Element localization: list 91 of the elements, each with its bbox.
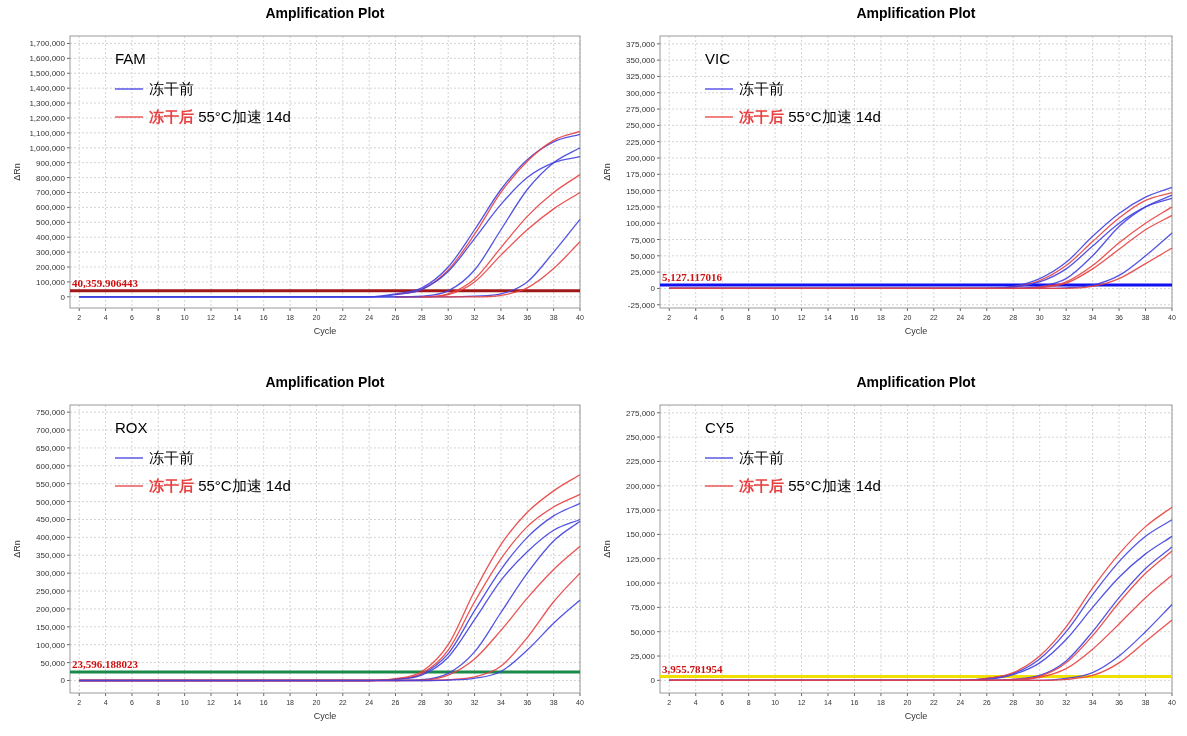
y-tick-label: 25,000	[630, 652, 656, 662]
y-tick-label: 1,200,000	[29, 113, 66, 123]
y-tick-label: 750,000	[36, 408, 66, 418]
y-tick-label: 1,500,000	[29, 69, 66, 79]
y-tick-label: 800,000	[36, 173, 66, 183]
legend-label: 冻干前	[149, 449, 194, 466]
y-tick-label: 400,000	[36, 233, 66, 243]
y-tick-label: 650,000	[36, 443, 66, 453]
y-tick-label: 100,000	[36, 277, 66, 287]
ref-line-label: 40,359.906443	[72, 276, 139, 289]
y-tick-label: 250,000	[626, 433, 656, 443]
y-tick-label: -25,000	[627, 300, 656, 310]
legend-label: 冻干后 55°C加速 14d	[739, 108, 881, 125]
y-tick-label: 550,000	[36, 479, 66, 489]
y-tick-label: 0	[60, 676, 66, 686]
y-tick-label: 275,000	[626, 408, 656, 418]
y-tick-label: 300,000	[626, 88, 656, 98]
y-tick-label: 50,000	[630, 251, 656, 261]
y-tick-label: 1,000,000	[29, 143, 66, 153]
y-tick-label: 175,000	[626, 506, 656, 516]
y-axis-title: ΔRn	[12, 163, 22, 181]
legend-label: 冻干前	[739, 449, 784, 466]
y-tick-label: 1,400,000	[29, 84, 66, 94]
annotation: ROX	[115, 419, 148, 436]
legend-label: 冻干前	[149, 80, 194, 97]
y-tick-label: 150,000	[36, 622, 66, 632]
y-tick-label: 700,000	[36, 426, 66, 436]
y-tick-label: 375,000	[626, 39, 656, 49]
y-tick-label: 150,000	[626, 186, 656, 196]
y-axis-title: ΔRn	[602, 163, 612, 181]
y-tick-label: 350,000	[36, 551, 66, 561]
y-tick-label: 175,000	[626, 170, 656, 180]
y-tick-label: 325,000	[626, 72, 656, 82]
chart-title: Amplification Plot	[265, 5, 385, 21]
y-tick-label: 1,100,000	[29, 128, 66, 138]
y-tick-label: 400,000	[36, 533, 66, 543]
y-tick-label: 225,000	[626, 457, 656, 467]
y-tick-label: 25,000	[630, 268, 656, 278]
y-tick-label: 600,000	[36, 461, 66, 471]
annotation: CY5	[705, 419, 735, 436]
y-axis-title: ΔRn	[602, 540, 612, 558]
y-tick-label: 100,000	[626, 579, 656, 589]
y-tick-label: 450,000	[36, 515, 66, 525]
y-tick-label: 600,000	[36, 203, 66, 213]
y-tick-label: 100,000	[626, 219, 656, 229]
y-tick-label: 300,000	[36, 569, 66, 579]
y-axis-title: ΔRn	[12, 540, 22, 558]
y-tick-label: 200,000	[626, 481, 656, 491]
y-tick-label: 275,000	[626, 105, 656, 115]
y-tick-label: 200,000	[626, 153, 656, 163]
y-tick-label: 100,000	[36, 640, 66, 650]
legend-label: 冻干后 55°C加速 14d	[149, 108, 291, 125]
y-tick-label: 0	[650, 284, 656, 294]
y-tick-label: 75,000	[630, 603, 656, 613]
y-tick-label: 75,000	[630, 235, 656, 245]
y-tick-label: 125,000	[626, 554, 656, 564]
y-tick-label: 200,000	[36, 604, 66, 614]
x-axis-title: Cycle	[904, 326, 928, 336]
x-axis-title: Cycle	[313, 711, 337, 721]
y-tick-label: 50,000	[40, 658, 66, 668]
chart-title: Amplification Plot	[856, 5, 976, 21]
y-tick-label: 500,000	[36, 497, 66, 507]
y-tick-label: 500,000	[36, 218, 66, 228]
ref-line-label: 23,596.188023	[72, 658, 139, 671]
ref-line-label: 5,127.117016	[662, 271, 723, 284]
y-tick-label: 1,300,000	[29, 99, 66, 109]
y-tick-label: 225,000	[626, 137, 656, 147]
y-tick-label: 0	[60, 292, 66, 302]
annotation: VIC	[705, 50, 731, 67]
legend-label: 冻干后 55°C加速 14d	[739, 477, 881, 494]
y-tick-label: 0	[650, 676, 656, 686]
y-tick-label: 125,000	[626, 202, 656, 212]
y-tick-label: 150,000	[626, 530, 656, 540]
y-tick-label: 300,000	[36, 248, 66, 258]
y-tick-label: 700,000	[36, 188, 66, 198]
y-tick-label: 250,000	[36, 587, 66, 597]
ref-line-label: 3,955.781954	[662, 662, 723, 675]
y-tick-label: 1,700,000	[29, 39, 66, 49]
y-tick-label: 200,000	[36, 263, 66, 273]
y-tick-label: 250,000	[626, 121, 656, 131]
y-tick-label: 900,000	[36, 158, 66, 168]
chart-title: Amplification Plot	[265, 374, 385, 390]
x-axis-title: Cycle	[313, 326, 337, 336]
y-tick-label: 350,000	[626, 56, 656, 66]
legend-label: 冻干前	[739, 80, 784, 97]
chart-title: Amplification Plot	[856, 374, 976, 390]
annotation: FAM	[115, 50, 146, 67]
y-tick-label: 50,000	[630, 627, 656, 637]
legend-label: 冻干后 55°C加速 14d	[149, 477, 291, 494]
x-axis-title: Cycle	[904, 711, 928, 721]
y-tick-label: 1,600,000	[29, 54, 66, 64]
